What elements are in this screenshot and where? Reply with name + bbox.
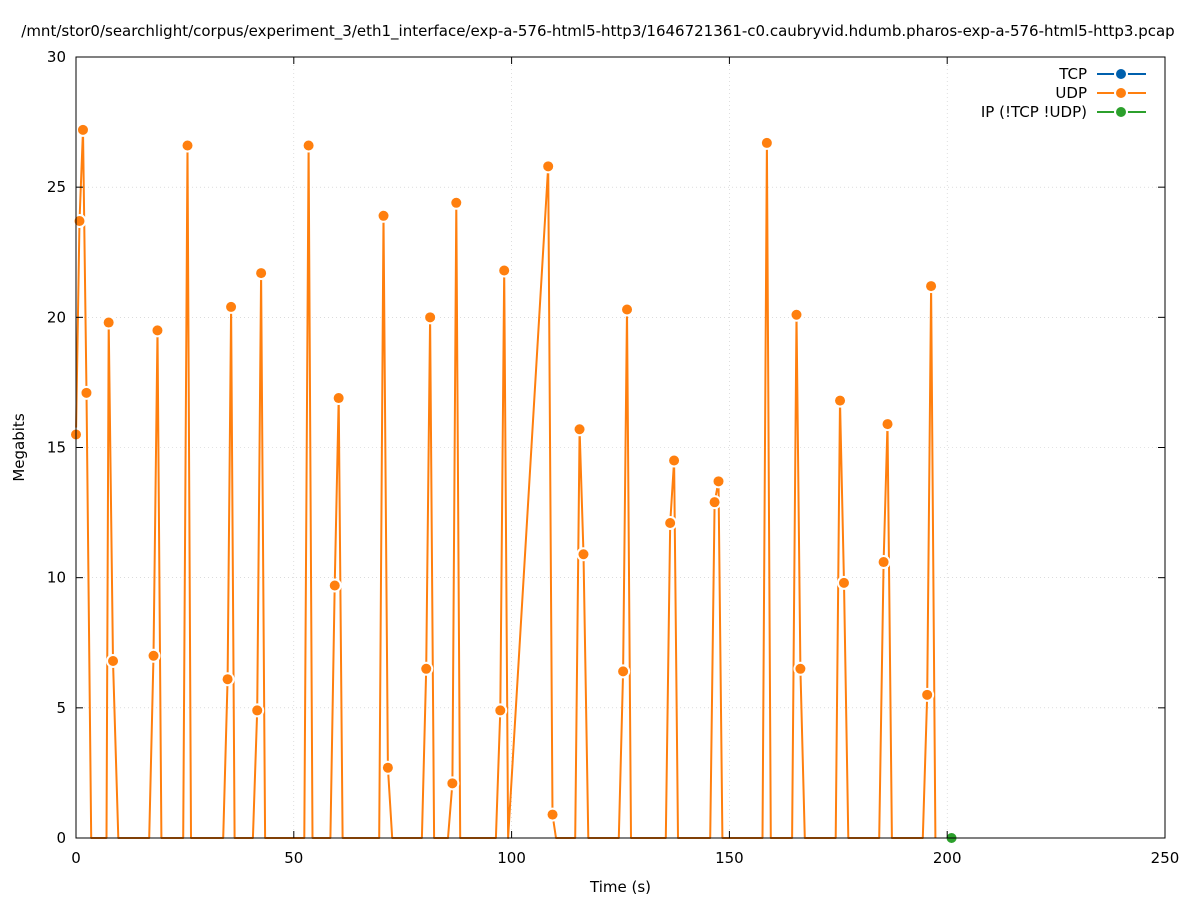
data-point	[795, 663, 806, 674]
x-tick-label: 0	[71, 849, 81, 867]
data-point	[618, 666, 629, 677]
y-tick-label: 20	[47, 308, 66, 326]
data-point	[329, 580, 340, 591]
axis-ticks: 0 50 100 150 200 250 0 5 10 15 20 25 30	[47, 48, 1179, 867]
data-point	[926, 281, 937, 292]
y-tick-label: 5	[56, 699, 66, 717]
legend-marker	[1116, 88, 1126, 98]
data-point	[333, 393, 344, 404]
data-point	[103, 317, 114, 328]
data-point	[622, 304, 633, 315]
series-layer	[69, 122, 959, 845]
data-point	[882, 419, 893, 430]
data-point	[447, 778, 458, 789]
legend-label: IP (!TCP !UDP)	[981, 103, 1087, 121]
data-point	[152, 325, 163, 336]
legend-label: TCP	[1058, 65, 1087, 83]
data-point	[709, 497, 720, 508]
y-tick-label: 15	[47, 439, 66, 457]
data-point	[256, 268, 267, 279]
data-point	[425, 312, 436, 323]
data-point	[665, 517, 676, 528]
y-axis-title: Megabits	[10, 413, 28, 481]
data-point	[81, 387, 92, 398]
grid	[75, 56, 1166, 839]
series-line	[75, 128, 937, 839]
data-point	[791, 309, 802, 320]
y-tick-label: 25	[47, 178, 66, 196]
series-udp	[69, 122, 939, 839]
data-point	[378, 210, 389, 221]
data-point	[222, 674, 233, 685]
data-point	[922, 689, 933, 700]
data-point	[838, 577, 849, 588]
data-point	[382, 762, 393, 773]
data-point	[451, 197, 462, 208]
data-point	[148, 650, 159, 661]
data-point	[421, 663, 432, 674]
data-point	[303, 140, 314, 151]
data-point	[713, 476, 724, 487]
data-point	[578, 549, 589, 560]
x-tick-label: 150	[715, 849, 744, 867]
data-point	[74, 216, 85, 227]
data-point	[761, 137, 772, 148]
y-tick-label: 30	[47, 48, 66, 66]
data-point	[495, 705, 506, 716]
x-tick-label: 250	[1151, 849, 1180, 867]
data-point	[574, 424, 585, 435]
legend-label: UDP	[1055, 84, 1087, 102]
legend-marker	[1116, 69, 1126, 79]
x-tick-label: 200	[933, 849, 962, 867]
data-point	[547, 809, 558, 820]
data-point	[77, 124, 88, 135]
legend-item: TCP	[1058, 65, 1146, 83]
data-point	[499, 265, 510, 276]
x-axis-title: Time (s)	[589, 878, 651, 896]
legend-item: UDP	[1055, 84, 1146, 102]
legend-marker	[1116, 107, 1126, 117]
data-point	[878, 557, 889, 568]
legend-item: IP (!TCP !UDP)	[981, 103, 1146, 121]
data-point	[182, 140, 193, 151]
data-point	[108, 655, 119, 666]
chart-title: /mnt/stor0/searchlight/corpus/experiment…	[21, 22, 1174, 41]
data-point	[252, 705, 263, 716]
data-point	[543, 161, 554, 172]
x-tick-label: 100	[497, 849, 526, 867]
data-point	[669, 455, 680, 466]
data-point	[226, 301, 237, 312]
y-tick-label: 10	[47, 569, 66, 587]
data-point	[835, 395, 846, 406]
x-tick-label: 50	[284, 849, 303, 867]
y-tick-label: 0	[56, 829, 66, 847]
